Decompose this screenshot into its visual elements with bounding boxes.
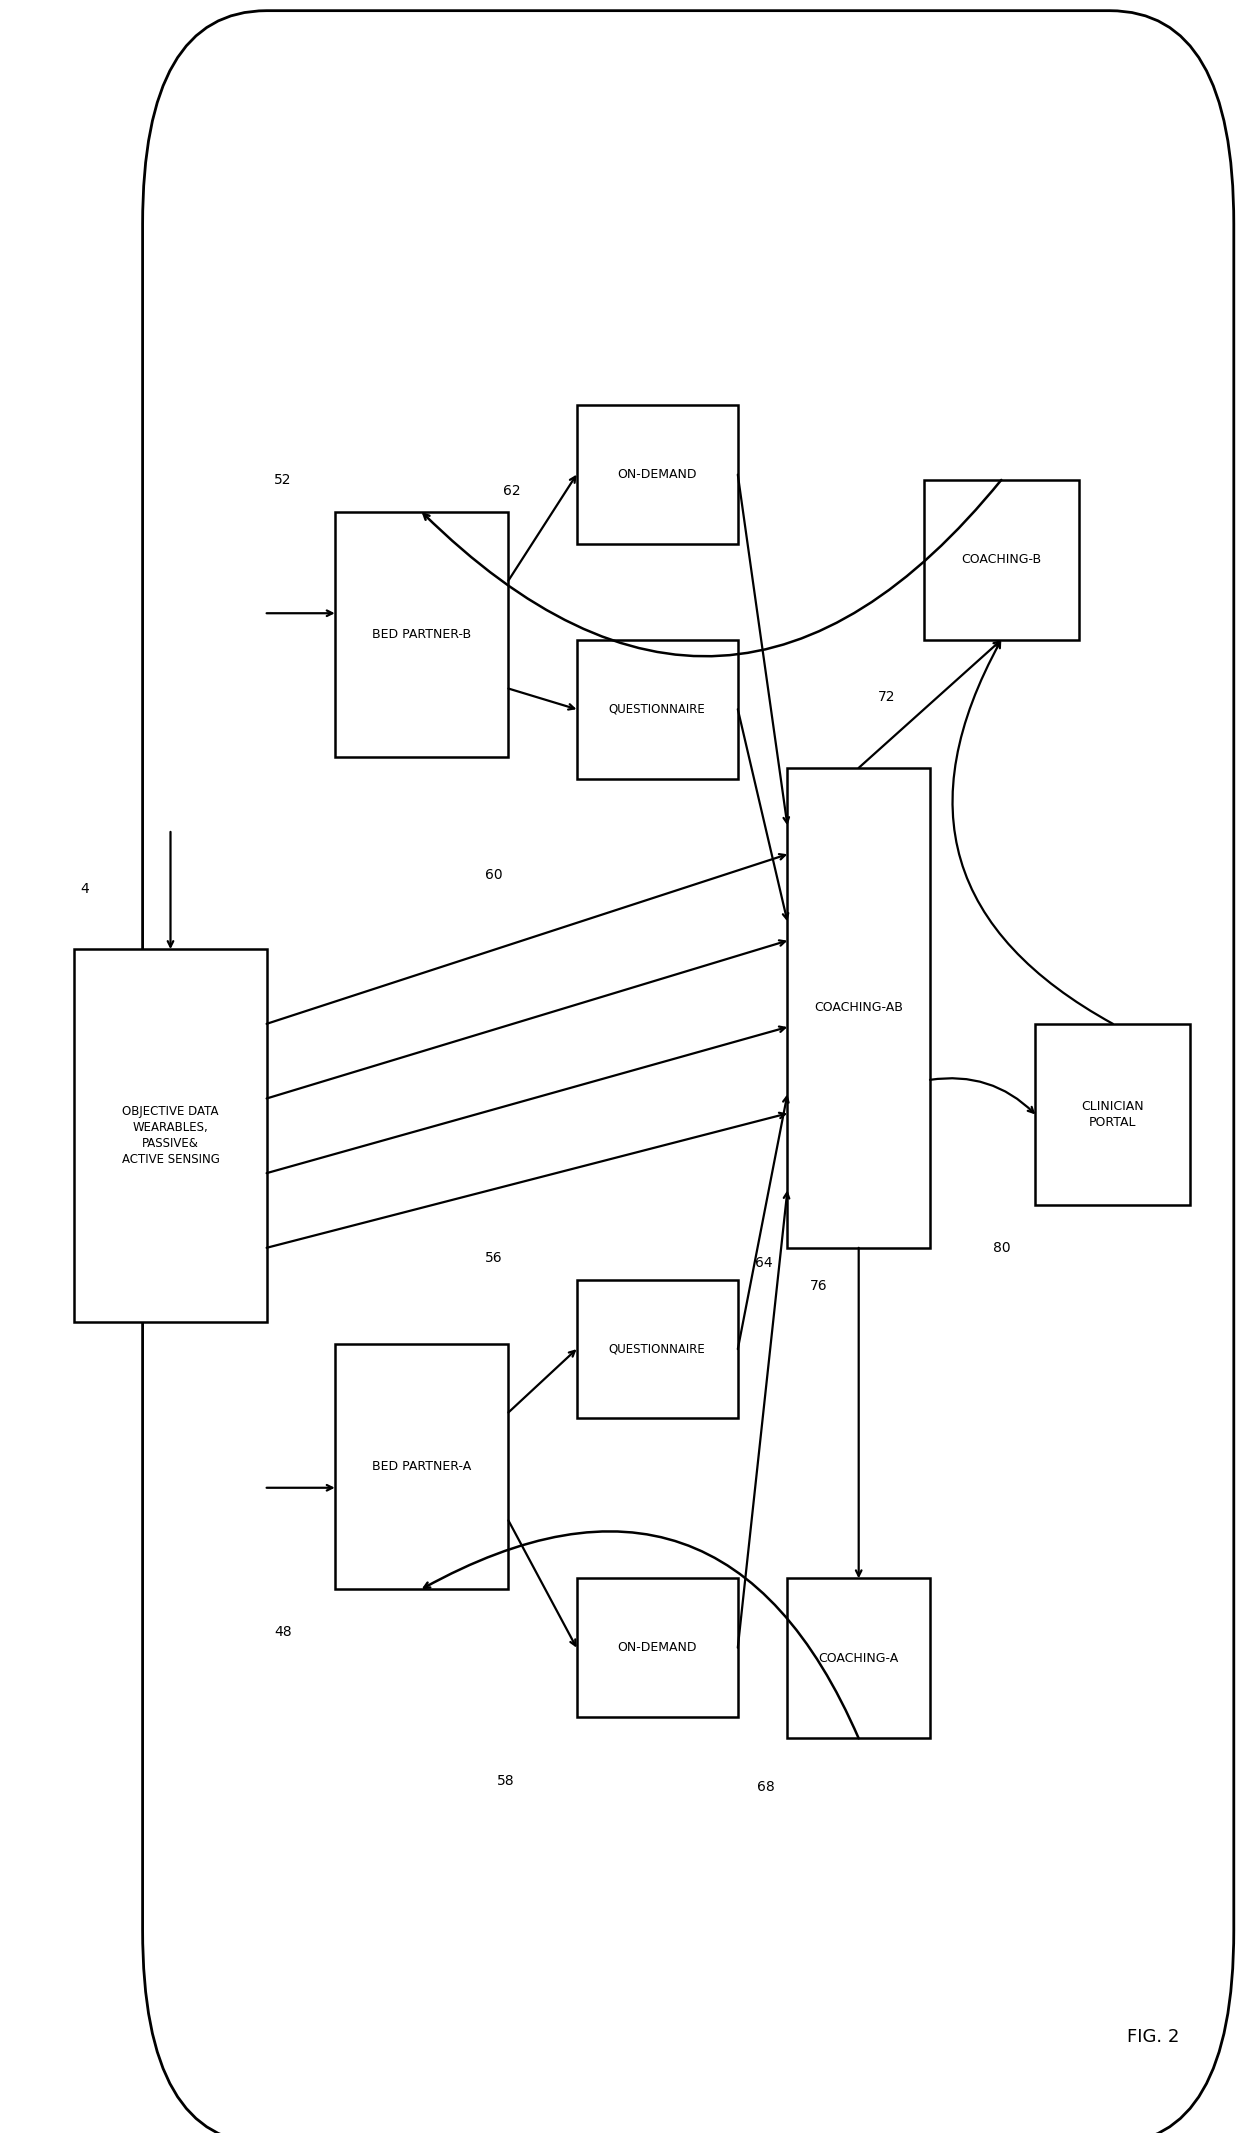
Text: 52: 52 [274,474,291,486]
FancyBboxPatch shape [577,1280,738,1418]
Text: BED PARTNER-A: BED PARTNER-A [372,1459,471,1474]
FancyBboxPatch shape [787,768,930,1248]
Text: BED PARTNER-B: BED PARTNER-B [372,627,471,642]
Text: ON-DEMAND: ON-DEMAND [618,467,697,482]
Text: 62: 62 [503,484,521,497]
FancyBboxPatch shape [1035,1024,1190,1205]
Text: 68: 68 [758,1781,775,1794]
Text: FIG. 2: FIG. 2 [1127,2028,1179,2046]
FancyBboxPatch shape [335,1344,508,1589]
FancyBboxPatch shape [335,512,508,757]
FancyBboxPatch shape [577,405,738,544]
Text: QUESTIONNAIRE: QUESTIONNAIRE [609,1342,706,1357]
Text: COACHING-AB: COACHING-AB [815,1000,903,1015]
Text: 48: 48 [274,1625,291,1638]
Text: COACHING-B: COACHING-B [961,552,1042,567]
Text: CLINICIAN
PORTAL: CLINICIAN PORTAL [1081,1101,1145,1128]
Text: 58: 58 [497,1775,515,1787]
FancyBboxPatch shape [577,1578,738,1717]
Text: COACHING-A: COACHING-A [818,1651,899,1666]
Text: 60: 60 [485,868,502,881]
Text: 64: 64 [755,1256,773,1269]
FancyBboxPatch shape [74,949,267,1322]
Text: 4: 4 [79,883,89,896]
FancyBboxPatch shape [577,640,738,779]
Text: 80: 80 [993,1241,1011,1254]
Text: OBJECTIVE DATA
WEARABLES,
PASSIVE&
ACTIVE SENSING: OBJECTIVE DATA WEARABLES, PASSIVE& ACTIV… [122,1105,219,1167]
FancyBboxPatch shape [787,1578,930,1738]
FancyBboxPatch shape [924,480,1079,640]
Text: ON-DEMAND: ON-DEMAND [618,1640,697,1655]
Text: QUESTIONNAIRE: QUESTIONNAIRE [609,702,706,717]
Text: 56: 56 [485,1252,502,1265]
Text: 72: 72 [878,691,895,704]
Text: 76: 76 [810,1280,827,1293]
